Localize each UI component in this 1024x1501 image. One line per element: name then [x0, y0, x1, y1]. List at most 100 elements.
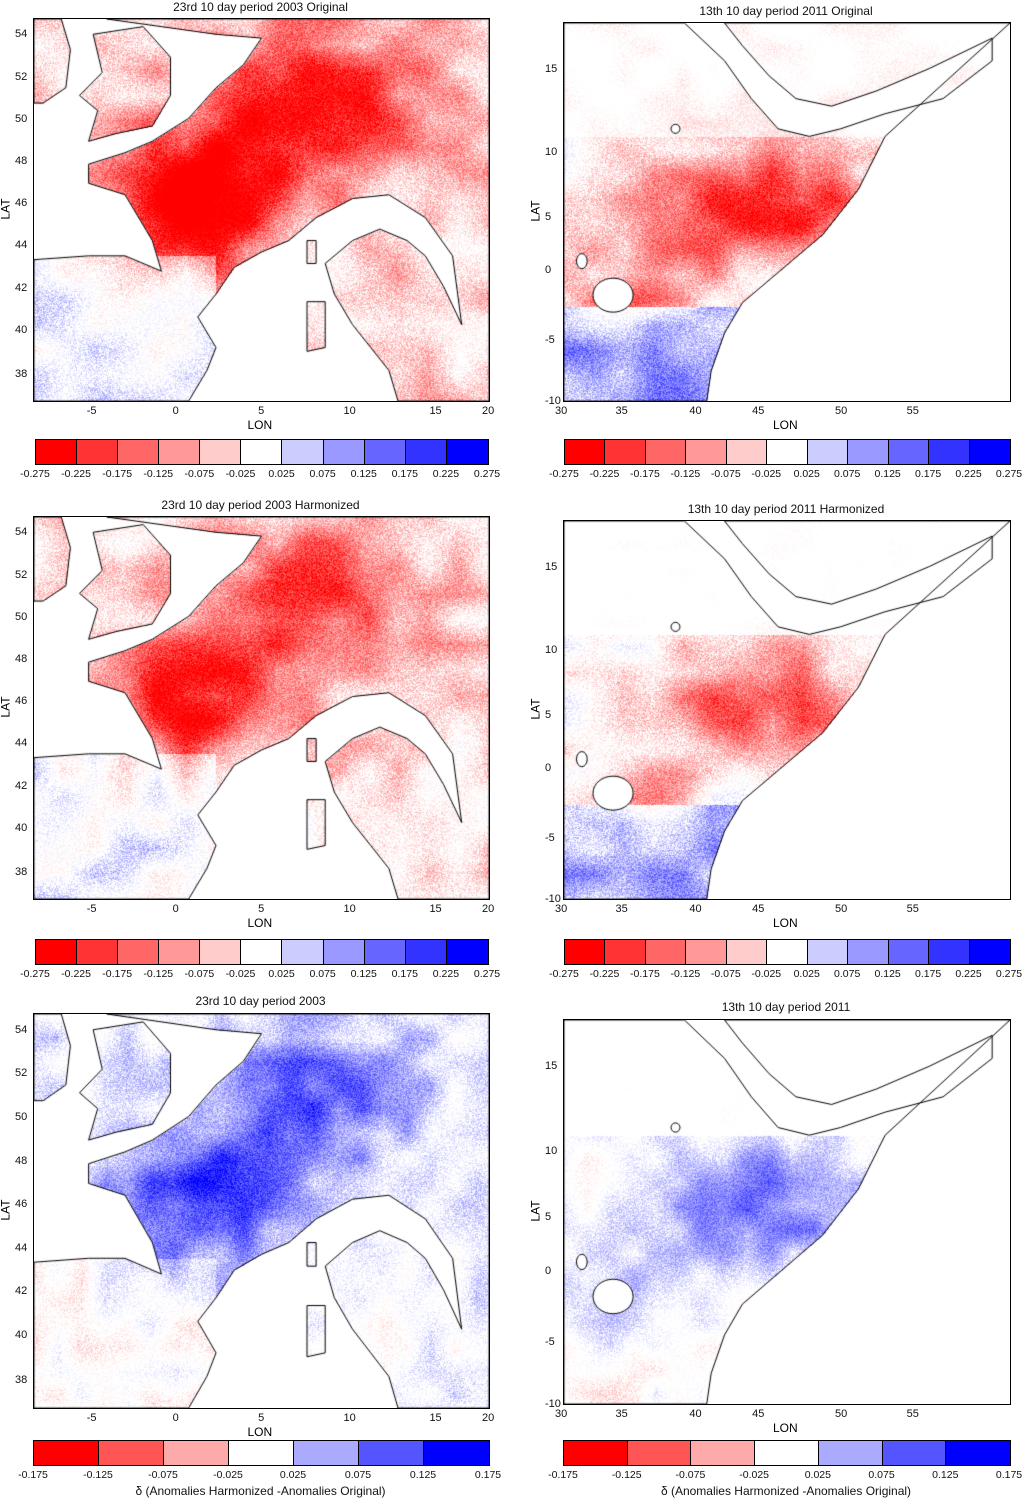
- y-tick-label: 0: [545, 1264, 552, 1277]
- colorbar-label: 0.275: [995, 968, 1023, 980]
- colorbar-swatch: [282, 440, 324, 464]
- colorbar-swatch: [807, 940, 849, 964]
- colorbar-swatch: [99, 1441, 164, 1465]
- x-tick-label: -5: [86, 1412, 97, 1424]
- colorbar-label: 0.275: [473, 968, 501, 980]
- y-tick-label: 10: [545, 146, 558, 159]
- y-tick-label: 48: [15, 653, 28, 665]
- colorbar-label: 0.125: [350, 968, 377, 980]
- colorbar-swatch: [565, 940, 606, 964]
- x-tick-label: 30: [555, 405, 568, 417]
- y-tick-label: 48: [15, 155, 28, 167]
- colorbar-swatch: [241, 440, 283, 464]
- colorbar-label: 0.125: [350, 468, 377, 480]
- y-tick-label: 5: [545, 210, 552, 223]
- y-tick-label: 15: [545, 1060, 558, 1073]
- x-tick-label: 5: [258, 903, 265, 915]
- x-tick-label: 40: [689, 1408, 702, 1420]
- y-axis-label: LAT: [0, 696, 13, 718]
- colorbar-label: 0.175: [391, 468, 418, 480]
- colorbar-label: -0.175: [18, 1469, 48, 1481]
- colorbar-swatch: [969, 940, 1010, 964]
- y-tick-label: 40: [15, 323, 28, 336]
- colorbar-label: -0.275: [549, 968, 579, 980]
- x-tick-label: 0: [172, 405, 179, 417]
- x-tick-label: 10: [343, 903, 356, 915]
- x-tick-label: 50: [835, 1408, 848, 1420]
- y-tick-label: -5: [545, 1336, 555, 1349]
- colorbar: [563, 1440, 1011, 1466]
- colorbar: [564, 939, 1011, 965]
- x-tick-label: 55: [906, 405, 919, 417]
- y-tick-label: 50: [15, 1110, 28, 1123]
- x-tick-label: 10: [343, 405, 356, 417]
- map-title: 13th 10 day period 2011 Original: [699, 4, 873, 18]
- colorbar-swatch: [200, 940, 242, 964]
- colorbar-swatch: [726, 440, 768, 464]
- colorbar-swatch: [818, 1441, 883, 1465]
- x-tick-label: 45: [752, 903, 765, 915]
- colorbar-swatch: [446, 940, 488, 964]
- colorbar: [35, 439, 489, 465]
- y-tick-label: 40: [15, 1328, 28, 1341]
- colorbar-swatch: [882, 1441, 947, 1465]
- anomaly-raster: [34, 517, 489, 899]
- y-tick-label: -10: [545, 893, 561, 905]
- colorbar-swatch: [159, 440, 201, 464]
- colorbar-swatch: [848, 940, 889, 964]
- y-tick-label: 10: [545, 1145, 558, 1158]
- anomaly-raster: [34, 19, 489, 401]
- colorbar-label: 0.275: [473, 468, 501, 480]
- colorbar-label: 0.275: [995, 468, 1023, 480]
- anomaly-raster: [34, 1014, 489, 1408]
- y-tick-label: -5: [545, 334, 555, 347]
- x-tick-label: 10: [343, 1412, 356, 1424]
- colorbar-label: -0.275: [549, 468, 579, 480]
- x-axis-label: LON: [773, 916, 798, 930]
- colorbar-label: -0.125: [611, 1469, 642, 1481]
- colorbar-swatch: [446, 440, 488, 464]
- colorbar-label: -0.025: [225, 968, 256, 980]
- y-axis-label: LAT: [528, 1200, 543, 1222]
- x-axis-label: LON: [773, 418, 798, 432]
- colorbar-label: 0.175: [474, 1469, 502, 1481]
- europe-map: [33, 1013, 490, 1409]
- x-tick-label: 20: [482, 1412, 495, 1424]
- y-tick-label: 50: [15, 112, 28, 125]
- europe-map: [33, 18, 490, 402]
- colorbar-label: 0.225: [955, 968, 982, 980]
- colorbar-label: -0.275: [20, 468, 50, 480]
- colorbar-swatch: [405, 940, 447, 964]
- colorbar-label: -0.025: [751, 968, 782, 980]
- colorbar-label: 0.075: [309, 468, 336, 480]
- y-tick-label: 0: [545, 761, 552, 774]
- map-title: 23rd 10 day period 2003: [195, 994, 326, 1008]
- colorbar-swatch: [241, 940, 283, 964]
- colorbar-swatch: [645, 940, 687, 964]
- y-tick-label: 46: [15, 197, 28, 210]
- colorbar-label: 0.025: [804, 1469, 831, 1481]
- x-tick-label: 50: [835, 405, 848, 417]
- colorbar-label: -0.175: [630, 468, 660, 480]
- colorbar-label: 0.025: [279, 1469, 307, 1481]
- africa-map: [563, 22, 1011, 402]
- colorbar-swatch: [229, 1441, 294, 1465]
- x-tick-label: 35: [615, 903, 628, 915]
- colorbar-label: -0.075: [184, 468, 215, 480]
- y-tick-label: 42: [15, 281, 28, 294]
- colorbar-label: -0.125: [670, 468, 701, 480]
- x-tick-label: 20: [482, 903, 495, 915]
- y-tick-label: -5: [545, 832, 555, 845]
- x-tick-label: 35: [615, 1408, 628, 1420]
- colorbar-label: 0.025: [793, 968, 820, 980]
- x-tick-label: 35: [615, 405, 628, 417]
- colorbar-label: -0.075: [148, 1469, 178, 1481]
- colorbar-swatch: [159, 940, 201, 964]
- x-tick-label: 55: [906, 903, 919, 915]
- colorbar-label: -0.125: [670, 968, 701, 980]
- y-tick-label: 5: [545, 708, 552, 721]
- y-tick-label: 54: [15, 28, 28, 41]
- x-tick-label: 45: [752, 405, 765, 417]
- colorbar-label: -0.225: [61, 968, 91, 980]
- x-tick-label: 0: [172, 903, 179, 915]
